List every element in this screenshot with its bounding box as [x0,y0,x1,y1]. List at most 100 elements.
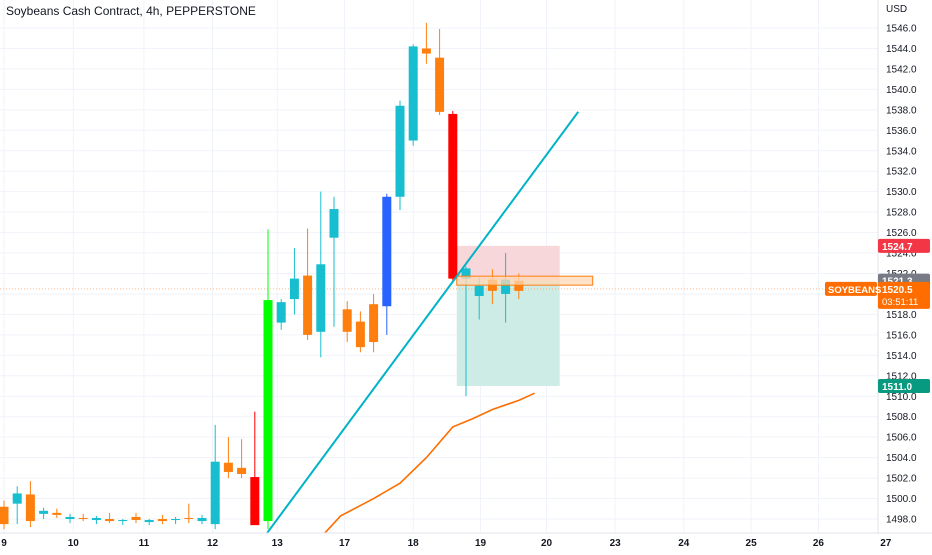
candle-body [501,279,511,294]
y-tick-label: 1534.0 [886,146,917,157]
candle [184,503,194,524]
candle [237,439,247,479]
candle-body [237,467,247,474]
trendline [253,111,580,551]
candle-body [435,57,445,112]
current-price-label: 1520.5 [882,285,913,296]
y-tick-label: 1508.0 [886,412,917,423]
candle-body [118,520,128,522]
candle-body [78,517,88,519]
y-tick-label: 1532.0 [886,167,917,178]
candle-body [144,520,154,523]
candle-body [12,493,22,504]
candle [435,29,445,115]
target-price-label-bg [878,379,930,394]
candle [0,500,9,530]
candle-body [395,105,405,197]
candle [369,293,379,353]
candle [65,513,75,524]
y-tick-label: 1528.0 [886,208,917,219]
candle [408,44,418,146]
y-tick-label: 1530.0 [886,187,917,198]
candle-body [25,494,35,522]
candle-body [0,506,9,525]
candle-body [342,309,352,332]
x-tick-label: 11 [139,538,150,549]
candle [197,514,207,525]
y-tick-label: 1498.0 [886,515,917,526]
candle-body [369,304,379,343]
target-price-label: 1511.0 [882,382,912,393]
candle-body [223,462,233,472]
candle-body [39,510,49,514]
time-axis-bg [0,533,932,550]
x-tick-label: 20 [541,538,553,549]
y-tick-label: 1524.0 [886,249,917,260]
candle [382,193,392,335]
x-tick-label: 13 [272,538,284,549]
candle [25,481,35,528]
candle-body [105,519,115,522]
candle [12,486,22,525]
candle [52,508,62,518]
candle [171,516,181,525]
candle-body [263,300,273,522]
x-tick-label: 12 [207,538,219,549]
candles [0,22,524,530]
candle [118,519,128,526]
candle-body [210,461,220,525]
y-tick-label: 1536.0 [886,126,917,137]
candle-body [131,516,141,521]
y-tick-label: 1506.0 [886,433,917,444]
candle [395,100,405,211]
candle-body [197,517,207,522]
x-tick-label: 27 [880,538,892,549]
x-tick-label: 26 [813,538,825,549]
x-tick-label: 25 [746,538,758,549]
moving-average-line [307,392,535,553]
candle [448,110,458,281]
candle-body [408,46,418,141]
x-tick-label: 19 [475,538,487,549]
y-tick-label: 1538.0 [886,105,917,116]
candle [289,247,299,315]
candle-body [382,196,392,307]
y-tick-label: 1500.0 [886,494,917,505]
candle-body [52,512,62,515]
y-tick-label: 1512.0 [886,371,917,382]
candle-body [474,285,484,297]
candle [421,22,431,64]
y-tick-label: 1540.0 [886,85,917,96]
candle-body [184,517,194,519]
stop-price-label: 1524.7 [882,242,913,253]
candle-body [171,519,181,521]
x-tick-label: 9 [1,538,7,549]
entry-box [456,275,594,286]
candle [501,253,511,323]
candle-body [65,516,75,519]
y-tick-label: 1546.0 [886,24,917,35]
current-price-label-bg [878,281,930,309]
currency-label: USD [886,4,908,15]
y-tick-label: 1526.0 [886,228,917,239]
candle-body [448,113,458,279]
candle [105,512,115,524]
candle-body [276,302,286,323]
candle [210,424,220,530]
candle [316,191,326,358]
candle [355,311,365,353]
stop-price-label-bg [878,238,930,253]
candle [223,437,233,479]
candle [131,512,141,524]
y-tick-label: 1542.0 [886,64,917,75]
candle-body [355,321,365,348]
candle [276,299,286,330]
chart-title: Soybeans Cash Contract, 4h, PEPPERSTONE [6,4,256,18]
candle-body [91,517,101,521]
candle [329,196,339,327]
candle [91,515,101,525]
candle [303,228,313,340]
candle-body [289,278,299,300]
